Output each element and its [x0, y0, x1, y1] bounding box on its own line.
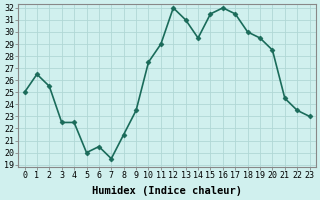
X-axis label: Humidex (Indice chaleur): Humidex (Indice chaleur) [92, 186, 242, 196]
